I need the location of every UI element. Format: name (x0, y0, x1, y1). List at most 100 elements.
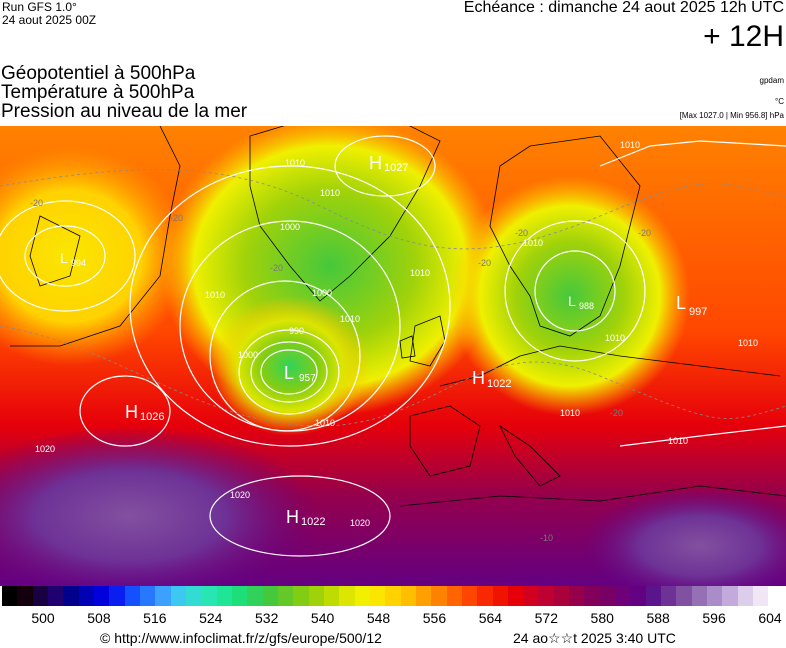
run-label: Run GFS 1.0° (2, 0, 77, 14)
legend-swatch (691, 586, 708, 606)
temperature-isolines (0, 169, 786, 427)
isobar-label: 1010 (315, 418, 335, 428)
legend-swatch (323, 586, 340, 606)
isobar-label: 1010 (523, 238, 543, 248)
legend-swatch (569, 586, 585, 606)
lead-time: + 12H (703, 20, 784, 53)
center-value: 994 (71, 258, 86, 268)
isobar-label: 1010 (560, 408, 580, 418)
greenland-coast (249, 126, 441, 302)
legend-swatch (354, 586, 370, 606)
legend-swatch (768, 586, 784, 606)
isobar-label: 1020 (350, 518, 370, 528)
pressure-center-west-atlantic-high: H 1026 (125, 402, 164, 423)
run-date: 24 aout 2025 00Z (2, 13, 97, 27)
legend-swatch (293, 586, 309, 606)
isobar-label: 1020 (35, 444, 55, 454)
temperature-label: -20 (638, 228, 651, 238)
legend-swatch (753, 586, 769, 606)
legend-swatch (707, 586, 723, 606)
legend-swatch (170, 586, 186, 606)
isobars (0, 135, 786, 557)
legend-swatch (47, 586, 64, 606)
color-scale-labels: 500 508 516 524 532 540 548 556 564 572 580 588 596 6… (0, 610, 786, 628)
legend-tick-label: 516 (143, 610, 167, 626)
center-value: 988 (579, 301, 594, 311)
temperature-label: -20 (478, 258, 491, 268)
isobar-label: 1000 (312, 288, 332, 298)
isobar-label: 1010 (340, 314, 360, 324)
legend-swatch (492, 586, 508, 606)
center-letter: H (125, 402, 138, 422)
color-scale-bar (2, 586, 784, 606)
legend-tick-label: 540 (310, 610, 335, 626)
italy-coast (498, 424, 561, 487)
legend-swatch (109, 586, 125, 606)
center-letter: H (472, 368, 485, 388)
isobar-label: 1010 (738, 338, 758, 348)
unit-geopotential: gpdam (759, 76, 784, 85)
isobar-label: 1020 (230, 490, 250, 500)
legend-swatch (431, 586, 447, 606)
legend-swatch (400, 586, 416, 606)
legend-tick-label: 508 (87, 610, 111, 626)
center-value: 1027 (384, 162, 408, 174)
legend-swatch (277, 586, 294, 606)
legend-swatch (216, 586, 232, 606)
title-geopotential: Géopotentiel à 500hPa (1, 63, 196, 84)
isobar-label: 1010 (205, 290, 225, 300)
center-value: 957 (299, 373, 316, 384)
temperature-label: -10 (540, 533, 553, 543)
legend-swatch (615, 586, 631, 606)
legend-swatch (385, 586, 401, 606)
footer-stamp: 24 ao☆☆t 2025 3:40 UTC (513, 630, 676, 646)
pressure-center-russia-low: L 997 (676, 293, 707, 318)
legend-swatch (553, 586, 570, 606)
legend-swatch (630, 586, 646, 606)
legend-swatch (63, 586, 79, 606)
temperature-label: -20 (270, 263, 283, 273)
legend-swatch (32, 586, 48, 606)
east-warm-pool (580, 486, 786, 586)
legend-swatch (339, 586, 355, 606)
center-letter: L (60, 250, 68, 266)
labrador-warm-area (0, 146, 190, 366)
center-value: 1022 (301, 516, 325, 528)
legend-swatch (676, 586, 692, 606)
legend-tick-label: 580 (590, 610, 614, 626)
title-pressure: Pression au niveau de la mer (1, 101, 248, 122)
africa-north-coast (399, 485, 786, 507)
isobar-label: 1010 (668, 436, 688, 446)
legend-swatch (201, 586, 217, 606)
isobar-label: 1010 (410, 268, 430, 278)
title-temperature: Température à 500hPa (1, 82, 195, 103)
legend-swatch (369, 586, 386, 606)
weather-map: H 1027 L 994 L 957 H 1026 H 1022 H 1022 … (0, 126, 786, 586)
atlantic-cold-pool (210, 296, 370, 436)
legend-swatch (523, 586, 539, 606)
center-letter: L (568, 293, 576, 309)
legend-swatch (722, 586, 738, 606)
legend-swatch (185, 586, 202, 606)
footer-url: © http://www.infoclimat.fr/z/gfs/europe/… (100, 630, 382, 646)
temperature-label: -20 (610, 408, 623, 418)
pressure-center-azores-high: H 1022 (286, 507, 325, 528)
center-letter: L (284, 363, 294, 383)
scandinavia-coast (489, 135, 641, 337)
legend-swatch (139, 586, 156, 606)
pressure-centers: H 1027 L 994 L 957 H 1026 H 1022 H 1022 … (60, 153, 707, 528)
legend-tick-label: 572 (534, 610, 558, 626)
legend-swatch (538, 586, 554, 606)
temperature-labels: -20 -20 -20 -20 -20 -20 -20 -10 (30, 198, 651, 543)
legend-swatch (262, 586, 278, 606)
legend-tick-label: 556 (422, 610, 447, 626)
pressure-range: [Max 1027.0 | Min 956.8] hPa (679, 111, 784, 120)
legend-swatch (231, 586, 248, 606)
legend-swatch (78, 586, 94, 606)
unit-temperature: °C (775, 97, 784, 106)
legend-swatch (446, 586, 462, 606)
legend-tick-label: 500 (31, 610, 55, 626)
legend-swatch (599, 586, 616, 606)
british-isles-coast (409, 315, 446, 367)
ireland-coast (399, 335, 416, 359)
